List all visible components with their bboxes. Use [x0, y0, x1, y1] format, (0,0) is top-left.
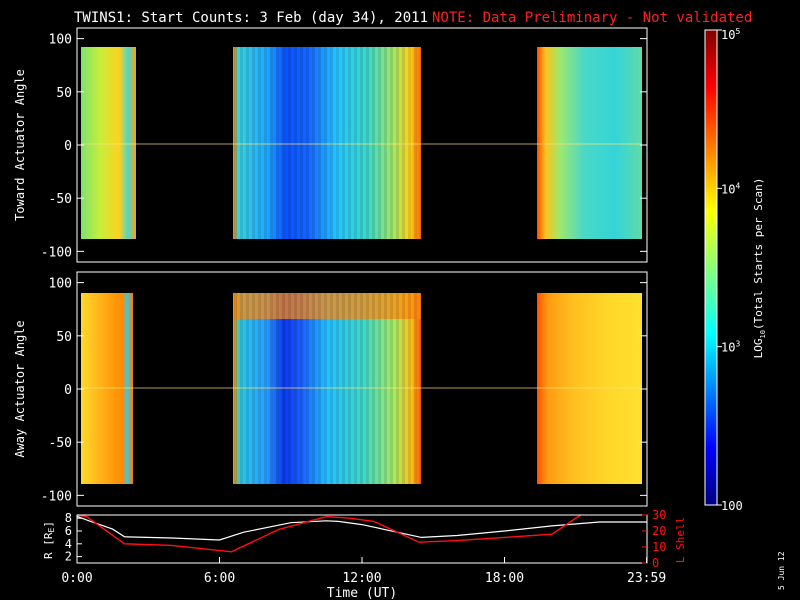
away-block-late [537, 293, 642, 484]
toward-ytick-label-4: 100 [49, 33, 72, 48]
preliminary-note: NOTE: Data Preliminary - Not validated [432, 10, 752, 26]
ephemeris-plot-bg [77, 515, 647, 563]
time-axis-label: Time (UT) [327, 586, 397, 600]
away-ytick-label-2: 0 [64, 383, 72, 398]
chart-title: TWINS1: Start Counts: 3 Feb (day 34), 20… [74, 10, 428, 26]
toward-ytick-label-3: 50 [56, 86, 72, 101]
r-series-line [76, 515, 647, 541]
toward-ytick-label-0: -100 [41, 245, 72, 260]
toward-block-late [537, 47, 642, 239]
away-y-label: Away Actuator Angle [13, 320, 27, 457]
toward-block-early [81, 47, 136, 239]
lshell-series-line [76, 514, 581, 553]
away-y-ticks: -100 -50 0 50 100 [41, 277, 647, 504]
away-ytick-label-1: -50 [49, 436, 72, 451]
away-block-early [81, 293, 133, 484]
toward-stripes [233, 47, 421, 239]
away-ytick-label-4: 100 [49, 277, 72, 292]
colorbar-tick-label-2: 104 [721, 181, 740, 196]
lshell-axis-label: L Shell [674, 517, 687, 563]
colorbar-tick-label-1: 103 [721, 340, 740, 355]
away-panel: -100 -50 0 50 100 Away Actuator Angle [13, 271, 648, 507]
toward-ytick-label-2: 0 [64, 139, 72, 154]
time-xtick-label-1: 6:00 [204, 571, 235, 586]
date-stamp: 5 Jun 12 [777, 551, 786, 590]
colorbar: 100 103 104 105 LOG10(Total Starts per Scan… [704, 27, 767, 513]
colorbar-tick-label-0: 100 [721, 499, 743, 513]
toward-ytick-label-1: -50 [49, 192, 72, 207]
toward-panel: -100 -50 0 50 100 Toward Actuator Angle [13, 27, 648, 263]
lshell-y-ticks: 0 10 20 30 [642, 508, 666, 570]
colorbar-gradient [704, 29, 718, 506]
r-ytick-label-3: 8 [65, 511, 72, 525]
time-xtick-label-2: 12:00 [342, 571, 381, 586]
toward-y-ticks: -100 -50 0 50 100 [41, 33, 647, 260]
away-stripes [233, 293, 421, 484]
time-xtick-label-4: 23:59 [627, 571, 666, 586]
time-xtick-label-0: 0:00 [61, 571, 92, 586]
lshell-ytick-label-3: 30 [652, 508, 666, 522]
lshell-ytick-label-1: 10 [652, 540, 666, 554]
r-ytick-label-0: 2 [65, 550, 72, 564]
r-ytick-label-1: 4 [65, 537, 72, 551]
colorbar-label: LOG10(Total Starts per Scan) [752, 178, 767, 359]
r-axis-label: R [RE] [42, 521, 56, 559]
toward-y-label: Toward Actuator Angle [13, 69, 27, 221]
time-xtick-label-3: 18:00 [485, 571, 524, 586]
lshell-ytick-label-0: 0 [652, 556, 659, 570]
colorbar-tick-label-3: 105 [721, 27, 740, 42]
away-ytick-label-0: -100 [41, 489, 72, 504]
lshell-ytick-label-2: 20 [652, 524, 666, 538]
away-ytick-label-3: 50 [56, 330, 72, 345]
time-x-ticks: 0:00 6:00 12:00 18:00 23:59 [61, 557, 666, 586]
colorbar-ticks: 100 103 104 105 [717, 27, 743, 513]
r-ytick-label-2: 6 [65, 524, 72, 538]
